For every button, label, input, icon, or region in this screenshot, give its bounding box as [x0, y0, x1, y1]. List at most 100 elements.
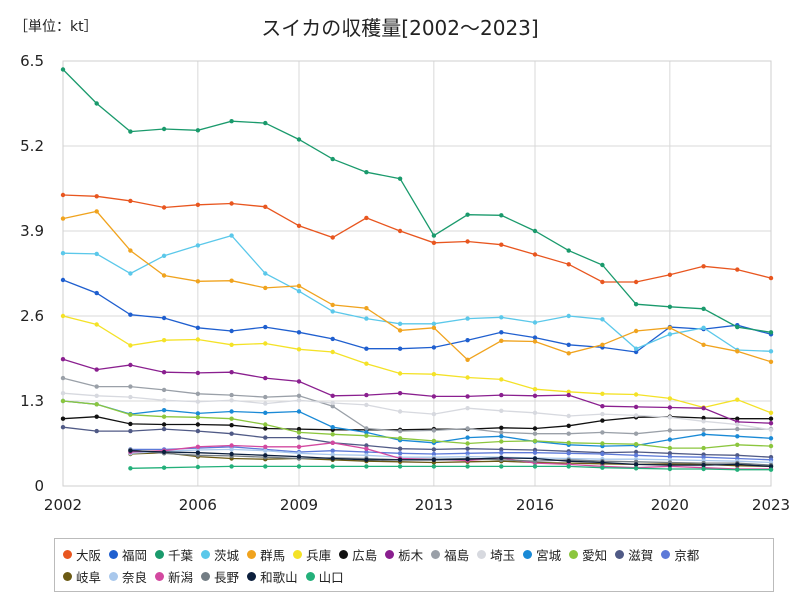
data-point	[263, 426, 268, 431]
data-point	[364, 449, 369, 455]
legend-marker	[247, 571, 257, 581]
legend-item: 広島	[339, 545, 377, 564]
x-tick-label: 2016	[516, 496, 554, 514]
y-tick-label: 3.9	[20, 222, 44, 240]
legend-item: 埼玉	[477, 545, 515, 564]
series-line	[130, 448, 772, 464]
data-point	[633, 462, 639, 467]
data-point	[195, 128, 201, 133]
series-line	[62, 194, 772, 283]
data-point	[330, 464, 335, 469]
legend-item: 宮城	[523, 545, 561, 564]
data-point	[431, 233, 437, 238]
data-point	[566, 431, 571, 436]
data-point	[128, 312, 133, 317]
unit-label: ［単位：kt］	[14, 19, 98, 35]
legend-marker	[523, 549, 533, 559]
data-point	[330, 452, 335, 457]
data-point	[60, 416, 66, 421]
y-tick-label: 2.6	[20, 307, 44, 325]
data-point	[161, 408, 167, 413]
data-point	[600, 342, 605, 347]
series-兵庫	[60, 313, 774, 415]
data-point	[330, 309, 335, 314]
data-point	[735, 434, 740, 439]
data-point	[735, 422, 740, 427]
data-point	[330, 404, 335, 409]
data-point	[397, 446, 403, 451]
data-point	[364, 215, 369, 221]
data-point	[600, 391, 605, 396]
data-point	[701, 432, 706, 437]
data-point	[768, 464, 774, 469]
data-point	[330, 448, 335, 453]
data-point	[229, 423, 234, 428]
data-point	[701, 462, 706, 468]
data-point	[296, 426, 302, 432]
data-point	[128, 129, 133, 134]
data-point	[195, 399, 201, 404]
data-point	[532, 410, 538, 415]
data-point	[195, 243, 201, 248]
x-tick-label: 2020	[651, 496, 689, 514]
data-point	[94, 414, 99, 419]
data-point	[296, 444, 302, 449]
data-point	[397, 391, 403, 396]
series-line	[130, 450, 772, 468]
data-point	[667, 405, 673, 410]
data-point	[364, 170, 369, 175]
data-point	[667, 428, 673, 433]
data-point	[128, 362, 133, 368]
data-point	[633, 392, 639, 397]
legend-label: 福岡	[122, 547, 148, 563]
data-point	[431, 457, 437, 462]
data-point	[364, 446, 369, 451]
series-line	[130, 465, 771, 471]
data-point	[229, 409, 234, 414]
data-point	[431, 345, 437, 350]
legend-item: 京都	[661, 545, 699, 564]
data-point	[499, 434, 504, 439]
data-point	[364, 392, 369, 398]
legend-label: 千葉	[168, 547, 194, 563]
data-point	[735, 349, 740, 354]
grid	[62, 60, 772, 487]
data-point	[465, 394, 470, 399]
legend-row: 岐阜 奈良 新潟 長野 和歌山 山口	[63, 565, 765, 587]
legend-label: 愛知	[582, 547, 608, 563]
data-point	[397, 321, 403, 326]
data-point	[735, 462, 740, 467]
data-point	[60, 67, 66, 72]
data-point	[633, 466, 639, 471]
legend-label: 新潟	[168, 569, 194, 585]
data-point	[330, 349, 335, 355]
legend-item: 茨城	[201, 545, 239, 564]
data-point	[431, 438, 437, 444]
data-point	[667, 332, 673, 337]
data-point	[128, 448, 133, 453]
series-line	[62, 279, 772, 353]
data-point	[296, 223, 302, 228]
data-point	[499, 408, 504, 413]
data-point	[465, 316, 470, 321]
data-point	[128, 466, 133, 471]
data-point	[701, 466, 706, 472]
data-point	[532, 228, 538, 234]
data-point	[532, 320, 538, 325]
data-point	[364, 433, 369, 438]
data-point	[499, 439, 504, 444]
series-line	[62, 358, 772, 424]
data-point	[229, 416, 234, 421]
data-point	[330, 336, 335, 342]
data-point	[94, 101, 99, 106]
legend-item: 福岡	[109, 545, 147, 564]
data-point	[94, 393, 99, 398]
data-point	[532, 456, 538, 461]
data-point	[229, 370, 234, 375]
data-point	[768, 275, 774, 281]
data-point	[499, 213, 504, 218]
series-愛知	[60, 398, 774, 451]
data-point	[195, 422, 201, 427]
data-point	[397, 436, 403, 441]
data-point	[128, 248, 133, 253]
